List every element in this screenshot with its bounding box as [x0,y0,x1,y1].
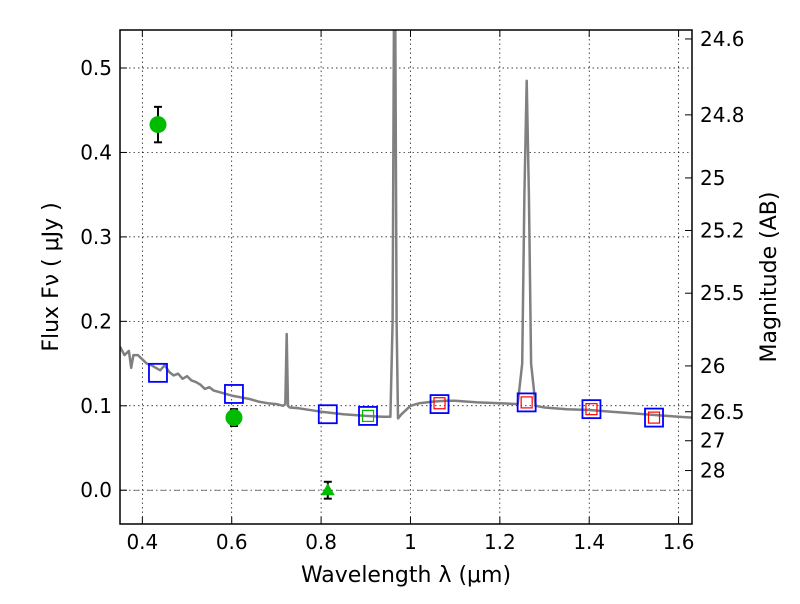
open-square-marker [429,394,450,414]
open-square-marker [647,411,661,424]
y2-tick-label: 25.2 [700,218,745,242]
y-tick-label: 0.1 [80,394,112,418]
y-tick-label: 0.4 [80,140,112,164]
y-tick-label: 0.3 [80,225,112,249]
open-square-marker [581,399,602,420]
y-tick-label: 0.0 [80,478,112,502]
x-tick-label: 0.6 [216,530,248,554]
grid-lines [120,30,692,524]
upper-limit-marker [320,483,335,496]
open-square-marker [520,396,533,409]
open-square-marker [148,362,168,383]
axis-ticks: 0.4 0.6 0.8 1 1.2 1.4 1.6 0.0 0.1 0.2 0.3 0.4 0.5 24.… [80,27,744,554]
open-square-marker [644,407,664,428]
open-square-marker [433,397,446,410]
plot-frame [119,29,693,525]
photometry-point [225,409,243,427]
y-tick-label: 0.5 [80,56,112,80]
open-square-marker [585,403,598,416]
x-tick-label: 1 [404,530,417,554]
open-square-marker [516,392,537,413]
y2-tick-label: 26 [700,354,725,378]
sed-curve [120,30,692,420]
y2-tick-label: 24.6 [700,27,745,51]
y2-tick-label: 24.8 [700,103,745,127]
open-square-marker [361,409,375,423]
y2-tick-label: 25.5 [700,281,745,305]
y2-tick-label: 28 [700,459,725,483]
photometry-point [149,116,167,134]
y2-axis-label: Magnitude (AB) [757,192,782,363]
x-tick-label: 1.2 [484,530,516,554]
y2-tick-label: 25 [700,166,725,190]
x-tick-label: 0.8 [305,530,337,554]
y2-tick-label: 26.5 [700,400,745,424]
open-square-marker [358,406,378,426]
open-square-marker [224,384,244,404]
data-series [120,30,692,500]
x-tick-label: 0.4 [126,530,158,554]
series-group [120,30,692,500]
x-axis-label: Wavelength λ (μm) [301,563,511,588]
x-tick-label: 1.6 [663,530,695,554]
open-square-marker [317,404,338,425]
x-tick-label: 1.4 [573,530,605,554]
y-axis-label: Flux Fν ( μJy ) [39,202,64,351]
y2-tick-label: 27 [700,429,725,453]
y-tick-label: 0.2 [80,309,112,333]
